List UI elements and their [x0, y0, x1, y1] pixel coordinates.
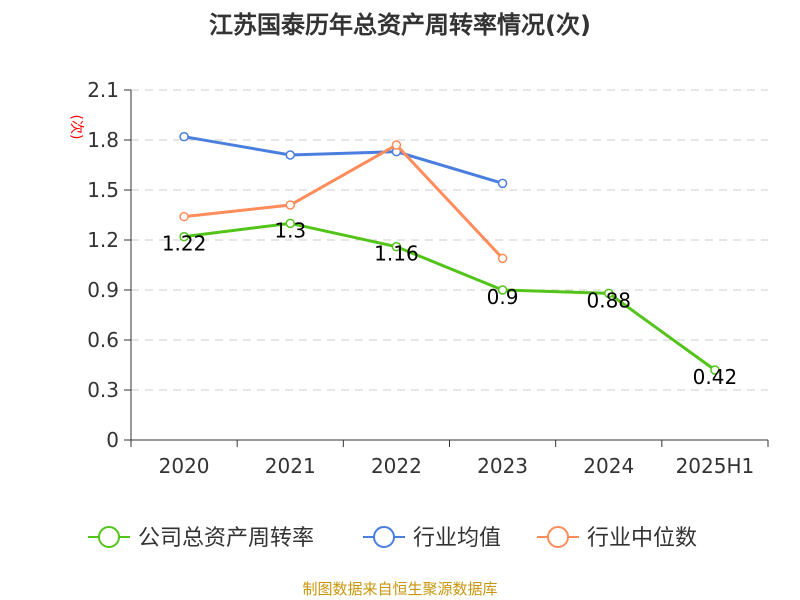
data-point — [285, 150, 295, 160]
data-label: 1.3 — [274, 218, 306, 242]
data-label: 1.16 — [374, 242, 419, 266]
data-label: 1.22 — [162, 232, 207, 256]
legend-item[interactable]: 行业中位数 — [537, 526, 697, 551]
legend-label: 公司总资产周转率 — [138, 526, 314, 551]
x-tick-label: 2021 — [265, 454, 316, 478]
x-tick-label: 2022 — [371, 454, 422, 478]
y-tick-label: 0.6 — [87, 328, 119, 352]
y-tick-label: 0.9 — [87, 278, 119, 302]
legend-marker-icon — [373, 526, 395, 548]
y-tick-label: 1.2 — [87, 228, 119, 252]
data-label: 0.88 — [586, 288, 631, 312]
data-point — [497, 285, 508, 295]
y-tick-label: 2.1 — [87, 78, 119, 102]
legend-label: 行业均值 — [413, 526, 501, 551]
data-point — [391, 241, 402, 252]
legend-marker-icon — [547, 526, 569, 548]
legend-label: 行业中位数 — [587, 526, 697, 551]
data-point — [391, 140, 402, 150]
legend-marker-icon — [98, 526, 120, 548]
data-point — [710, 365, 720, 375]
y-axis-label: (次) — [68, 115, 84, 140]
data-label: 0.9 — [487, 285, 519, 309]
chart-title: 江苏国泰历年总资产周转率情况(次) — [209, 11, 591, 39]
x-tick-label: 2025H1 — [676, 454, 755, 478]
series-line — [183, 221, 716, 372]
data-point — [497, 178, 508, 189]
data-point — [285, 218, 295, 229]
legend-item[interactable]: 公司总资产周转率 — [88, 526, 314, 551]
x-tick-label: 2020 — [159, 454, 210, 478]
x-tick-label: 2023 — [477, 454, 528, 478]
legend-item[interactable]: 行业均值 — [363, 526, 501, 551]
x-tick-label: 2024 — [583, 454, 634, 478]
data-point — [179, 231, 189, 242]
data-point — [179, 211, 189, 222]
series-line — [183, 135, 504, 185]
data-point — [285, 200, 295, 210]
y-tick-label: 1.8 — [87, 128, 119, 152]
data-label: 0.42 — [693, 365, 738, 389]
y-tick-label: 0 — [106, 428, 119, 452]
data-point — [179, 131, 189, 142]
series-line — [183, 143, 504, 260]
y-tick-label: 0.3 — [87, 378, 119, 402]
data-point — [604, 288, 614, 299]
source-footer: 制图数据来自恒生聚源数据库 — [302, 580, 497, 598]
data-point — [497, 253, 508, 264]
y-tick-label: 1.5 — [87, 178, 119, 202]
